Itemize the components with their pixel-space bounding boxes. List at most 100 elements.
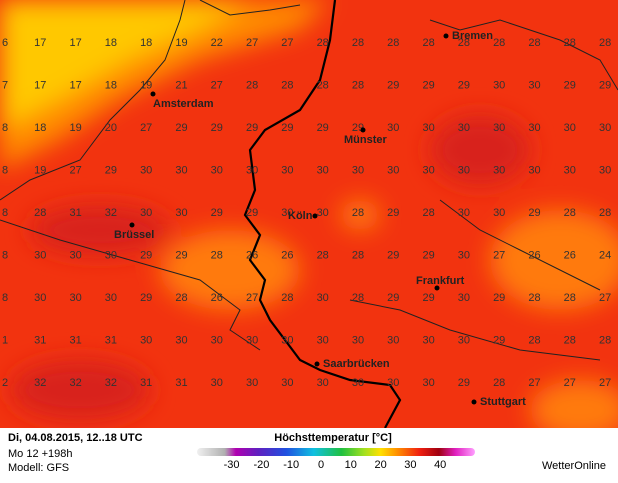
grid-value: 32 <box>105 207 117 219</box>
grid-value: 17 <box>69 37 81 49</box>
grid-value: 30 <box>387 122 399 134</box>
grid-value: 30 <box>387 334 399 346</box>
grid-value: 30 <box>528 79 540 91</box>
grid-value: 30 <box>140 334 152 346</box>
temperature-field <box>0 0 618 440</box>
grid-value: 30 <box>422 334 434 346</box>
grid-value: 30 <box>317 334 329 346</box>
legend-ticks: -30 -20 -10 0 10 20 30 40 <box>224 459 447 471</box>
grid-value: 30 <box>211 164 223 176</box>
grid-value: 30 <box>34 292 46 304</box>
city-label: Frankfurt <box>416 275 465 287</box>
city-label: Köln <box>288 210 313 222</box>
grid-value: 26 <box>246 249 258 261</box>
grid-value: 29 <box>422 79 434 91</box>
grid-value: 19 <box>34 164 46 176</box>
grid-value: 28 <box>352 207 364 219</box>
grid-value: 30 <box>528 164 540 176</box>
grid-value: 30 <box>211 334 223 346</box>
legend-tick: 0 <box>318 459 324 471</box>
grid-value: 28 <box>246 79 258 91</box>
city-label: Amsterdam <box>153 98 214 110</box>
model: Modell: GFS <box>8 462 69 474</box>
grid-value: 30 <box>105 249 117 261</box>
grid-value: 30 <box>528 122 540 134</box>
grid-value: 19 <box>69 122 81 134</box>
grid-value: 8 <box>2 164 8 176</box>
grid-value: 30 <box>493 79 505 91</box>
grid-value: 28 <box>564 292 576 304</box>
city-dot <box>150 91 156 97</box>
grid-value: 27 <box>599 377 611 389</box>
grid-value: 32 <box>105 377 117 389</box>
city-label: Saarbrücken <box>323 358 390 370</box>
grid-value: 18 <box>140 37 152 49</box>
grid-value: 27 <box>140 122 152 134</box>
grid-value: 28 <box>564 207 576 219</box>
city-label: Münster <box>344 134 388 146</box>
city-dot <box>434 285 440 291</box>
grid-value: 30 <box>175 334 187 346</box>
grid-value: 31 <box>69 207 81 219</box>
grid-value: 30 <box>281 207 293 219</box>
grid-value: 26 <box>528 249 540 261</box>
grid-value: 8 <box>2 292 8 304</box>
grid-value: 29 <box>105 164 117 176</box>
grid-value: 30 <box>458 292 470 304</box>
grid-value: 30 <box>599 122 611 134</box>
grid-value: 1 <box>2 334 8 346</box>
grid-value: 30 <box>317 377 329 389</box>
grid-value: 6 <box>2 37 8 49</box>
grid-value: 28 <box>281 292 293 304</box>
grid-value: 28 <box>564 37 576 49</box>
grid-value: 27 <box>493 249 505 261</box>
grid-value: 19 <box>140 79 152 91</box>
grid-value: 27 <box>528 377 540 389</box>
grid-value: 30 <box>211 377 223 389</box>
legend-tick: 40 <box>434 459 446 471</box>
grid-value: 28 <box>352 249 364 261</box>
grid-value: 22 <box>211 37 223 49</box>
grid-value: 30 <box>458 249 470 261</box>
grid-value: 32 <box>34 377 46 389</box>
grid-value: 30 <box>422 164 434 176</box>
grid-value: 30 <box>352 164 364 176</box>
grid-value: 8 <box>2 122 8 134</box>
legend-tick: 10 <box>345 459 357 471</box>
grid-value: 30 <box>281 377 293 389</box>
borders <box>0 0 618 361</box>
grid-value: 29 <box>387 249 399 261</box>
legend-tick: 20 <box>374 459 386 471</box>
grid-value: 30 <box>175 207 187 219</box>
grid-value: 30 <box>105 292 117 304</box>
grid-value: 30 <box>352 377 364 389</box>
grid-value: 30 <box>387 164 399 176</box>
grid-value: 28 <box>564 334 576 346</box>
grid-value: 18 <box>105 79 117 91</box>
grid-value: 30 <box>246 377 258 389</box>
grid-value: 31 <box>34 334 46 346</box>
grid-value: 29 <box>387 292 399 304</box>
legend-tick: -30 <box>224 459 240 471</box>
grid-value: 28 <box>34 207 46 219</box>
grid-value: 29 <box>246 207 258 219</box>
grid-value: 28 <box>352 37 364 49</box>
grid-value: 29 <box>458 79 470 91</box>
grid-value: 30 <box>140 207 152 219</box>
grid-value: 27 <box>599 292 611 304</box>
grid-value: 29 <box>387 79 399 91</box>
city-label: Stuttgart <box>480 396 526 408</box>
grid-value: 28 <box>175 292 187 304</box>
grid-value: 29 <box>422 292 434 304</box>
city-dot <box>443 33 449 39</box>
grid-value: 28 <box>493 377 505 389</box>
grid-values: 6 17 17 18 18 19 22 27 27 28 28 28 28 28 28 28 28 287 17 17… <box>2 37 611 389</box>
grid-value: 31 <box>69 334 81 346</box>
grid-value: 17 <box>34 79 46 91</box>
grid-value: 28 <box>422 207 434 219</box>
grid-value: 30 <box>458 334 470 346</box>
grid-value: 8 <box>2 249 8 261</box>
grid-value: 30 <box>281 164 293 176</box>
city-dot <box>360 127 366 133</box>
grid-value: 27 <box>211 79 223 91</box>
